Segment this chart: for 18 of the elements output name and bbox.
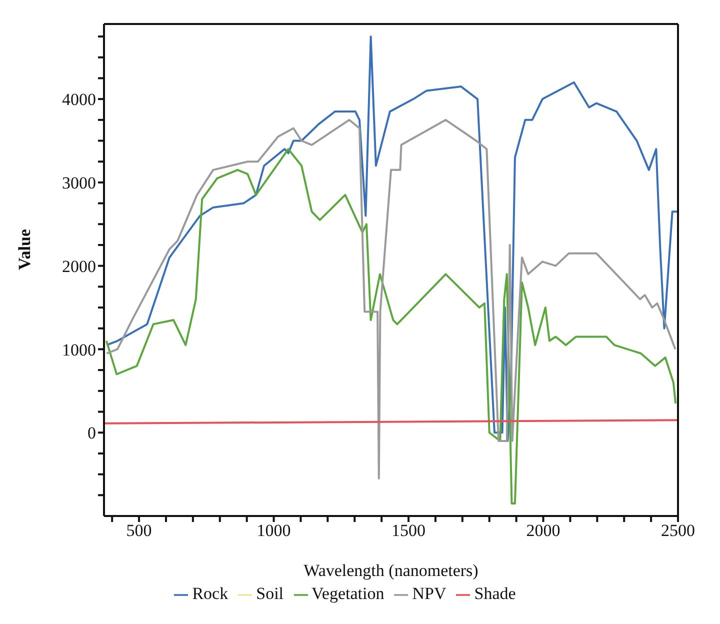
y-axis-title: Value — [15, 228, 34, 270]
x-tick-label: 2500 — [661, 521, 695, 540]
legend-label: Vegetation — [312, 584, 384, 603]
legend-label: Rock — [192, 584, 228, 603]
x-tick-label: 1500 — [392, 521, 426, 540]
legend-label: Soil — [256, 584, 284, 603]
y-tick-label: 1000 — [62, 340, 96, 360]
y-tick-label: 0 — [88, 424, 96, 443]
line-series — [106, 36, 678, 442]
y-tick-label: 4000 — [62, 90, 96, 110]
y-tick-label: 3000 — [62, 173, 96, 192]
x-tick-label: 2000 — [526, 521, 560, 540]
legend-label: NPV — [412, 584, 446, 603]
y-tick-label: 2000 — [62, 256, 96, 276]
x-tick-label: 1000 — [256, 521, 291, 540]
x-tick-label: 500 — [126, 521, 152, 540]
legend-label: Shade — [474, 584, 516, 603]
x-axis-title: Wavelength (nanometers) — [304, 561, 478, 580]
